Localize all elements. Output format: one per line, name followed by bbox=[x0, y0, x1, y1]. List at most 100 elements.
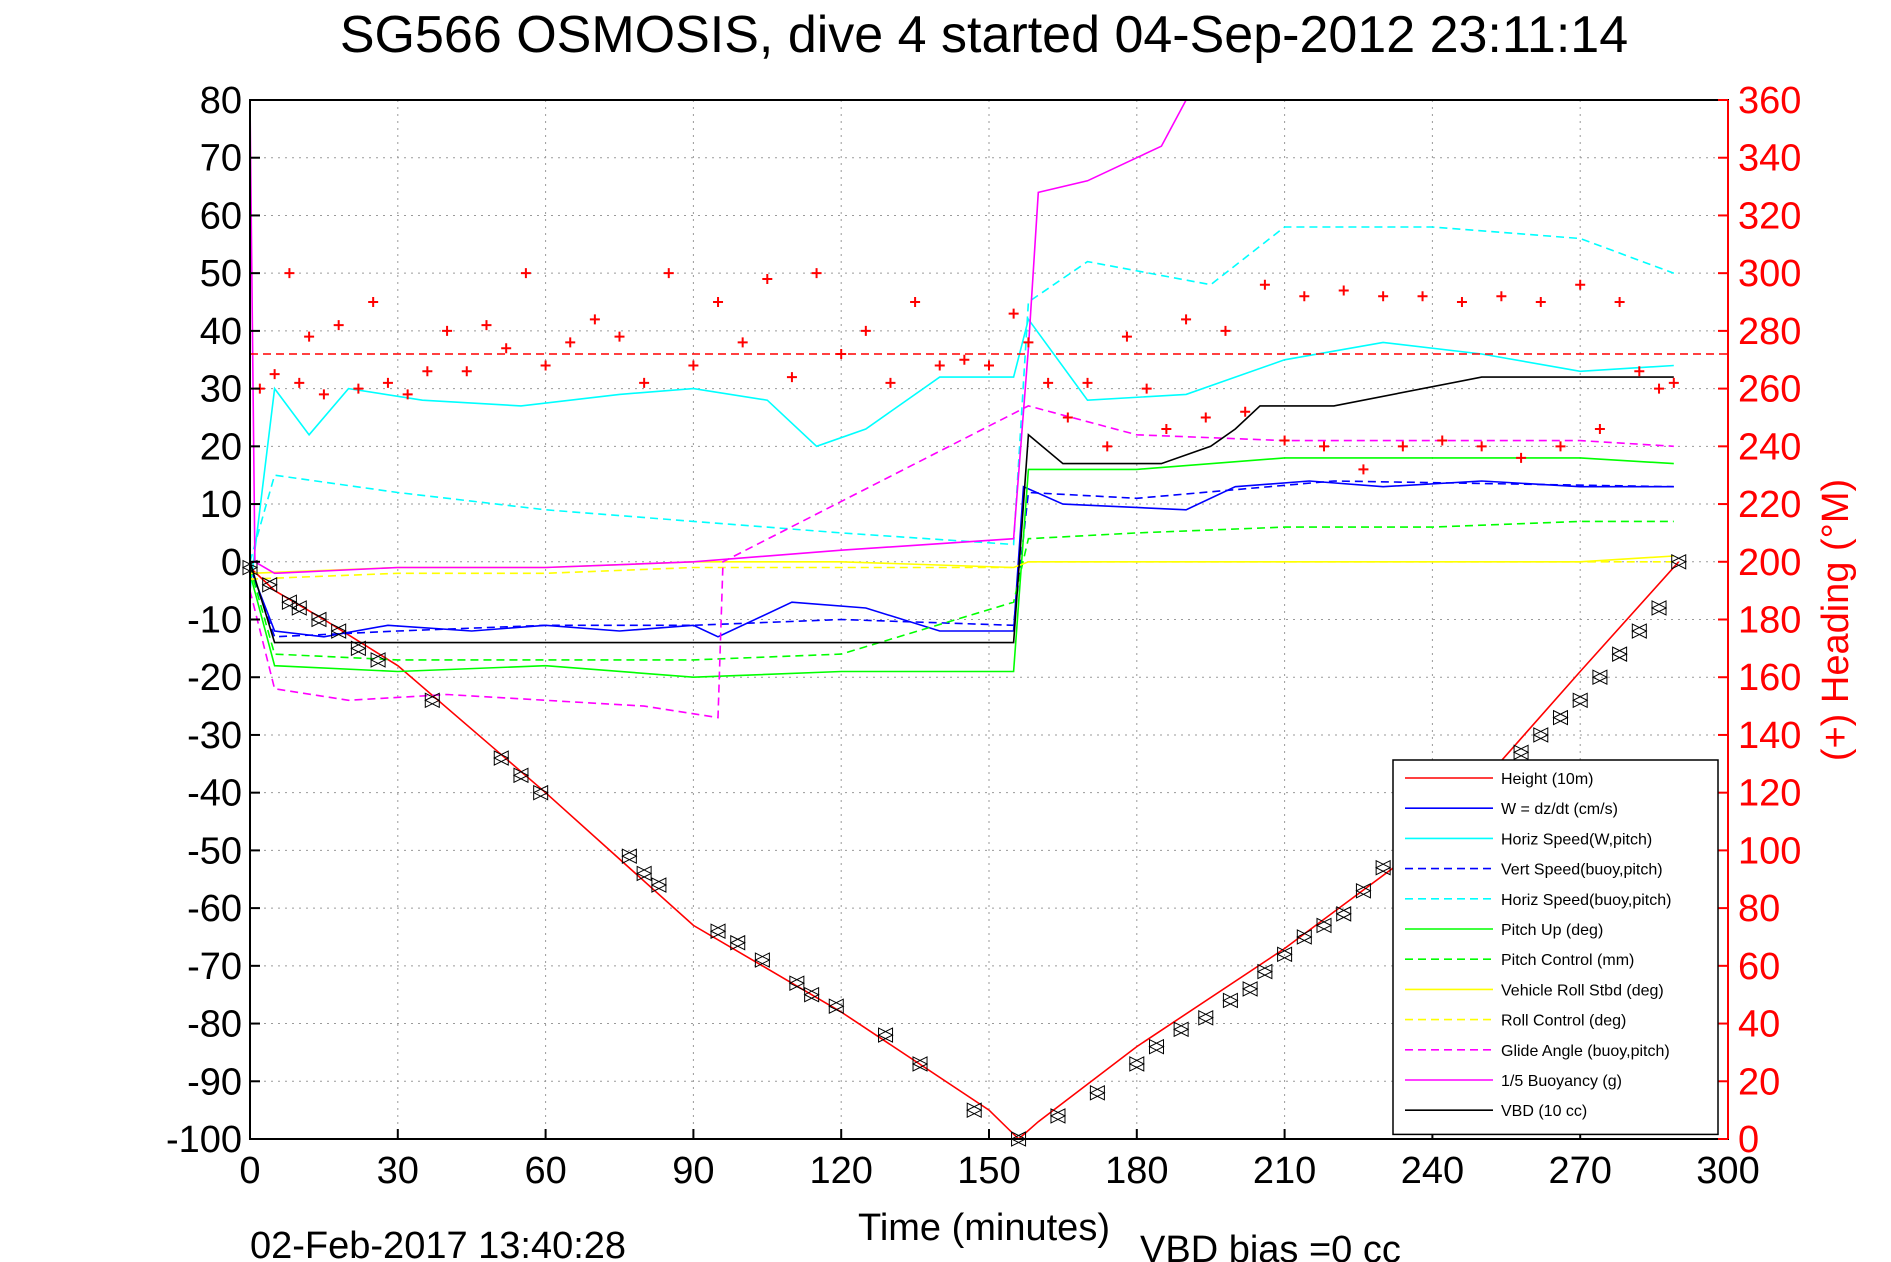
heading-point bbox=[402, 389, 413, 400]
depth-marker bbox=[1049, 1108, 1067, 1124]
legend-label: VBD (10 cc) bbox=[1501, 1103, 1587, 1120]
depth-marker bbox=[754, 952, 771, 968]
x-tick-label: 90 bbox=[672, 1150, 714, 1192]
depth-marker bbox=[1670, 553, 1687, 570]
depth-marker bbox=[1512, 744, 1530, 761]
depth-marker bbox=[636, 865, 653, 882]
depth-marker bbox=[621, 848, 638, 864]
depth-marker bbox=[1591, 669, 1609, 686]
heading-point bbox=[860, 325, 871, 336]
y-left-tick-label: -60 bbox=[187, 888, 242, 930]
legend-label: 1/5 Buoyancy (g) bbox=[1501, 1073, 1622, 1090]
depth-marker bbox=[1276, 946, 1293, 963]
y-left-tick-label: -10 bbox=[187, 600, 242, 642]
heading-point bbox=[1654, 383, 1665, 394]
depth-marker bbox=[281, 594, 298, 610]
y-left-tick-label: -90 bbox=[187, 1061, 242, 1103]
depth-marker bbox=[709, 923, 727, 940]
depth-marker bbox=[369, 652, 387, 668]
heading-point bbox=[520, 268, 531, 279]
y-right-tick-label: 120 bbox=[1738, 773, 1801, 815]
x-tick-label: 60 bbox=[524, 1150, 566, 1192]
y-right-tick-label: 0 bbox=[1738, 1119, 1759, 1161]
heading-point bbox=[1082, 377, 1093, 388]
heading-point bbox=[934, 360, 945, 371]
y-right-tick-label: 20 bbox=[1738, 1061, 1780, 1103]
depth-marker bbox=[330, 623, 347, 639]
heading-point bbox=[333, 320, 344, 331]
legend: Height (10m) W = dz/dt (cm/s) Horiz Speed(… bbox=[1392, 759, 1719, 1136]
y-left-tick-label: 0 bbox=[221, 542, 242, 584]
heading-point bbox=[1043, 377, 1054, 388]
footer-timestamp: 02-Feb-2017 13:40:28 bbox=[250, 1225, 626, 1262]
y-right-tick-label: 280 bbox=[1738, 311, 1801, 353]
heading-point bbox=[1319, 441, 1330, 452]
depth-marker bbox=[1650, 600, 1668, 616]
heading-point bbox=[382, 377, 393, 388]
depth-marker bbox=[512, 767, 530, 784]
depth-marker bbox=[1241, 981, 1259, 997]
y-right-tick-label: 40 bbox=[1738, 1004, 1780, 1046]
heading-point bbox=[910, 297, 921, 308]
heading-point bbox=[1259, 279, 1270, 290]
y-right-tick-label: 240 bbox=[1738, 426, 1801, 468]
series-line bbox=[249, 480, 1674, 638]
depth-marker bbox=[1315, 917, 1333, 934]
heading-point bbox=[1240, 406, 1251, 417]
grid bbox=[250, 100, 1728, 1139]
heading-point bbox=[1555, 441, 1566, 452]
heading-point bbox=[589, 314, 600, 325]
heading-point bbox=[1516, 452, 1527, 463]
legend-label: Horiz Speed(W,pitch) bbox=[1501, 831, 1652, 848]
heading-point bbox=[1279, 435, 1290, 446]
y-right-tick-label: 320 bbox=[1738, 195, 1801, 237]
heading-point bbox=[1141, 383, 1152, 394]
y-right-tick-label: 140 bbox=[1738, 715, 1801, 757]
y-right-tick-label: 220 bbox=[1738, 484, 1801, 526]
heading-point bbox=[481, 320, 492, 331]
x-tick-label: 300 bbox=[1696, 1150, 1759, 1192]
heading-point bbox=[1575, 279, 1586, 290]
depth-marker bbox=[877, 1027, 894, 1043]
depth-marker bbox=[261, 577, 278, 593]
depth-marker bbox=[1197, 1009, 1214, 1026]
y-left-tick-label: 80 bbox=[200, 80, 242, 122]
depth-marker bbox=[532, 784, 549, 801]
legend-label: Glide Angle (buoy,pitch) bbox=[1501, 1043, 1670, 1060]
y-right-tick-label: 300 bbox=[1738, 253, 1801, 295]
depth-marker bbox=[1355, 882, 1372, 899]
depth-marker bbox=[1256, 963, 1274, 980]
depth-marker bbox=[1296, 929, 1313, 945]
series-line bbox=[249, 561, 1680, 1141]
depth-marker bbox=[803, 986, 820, 1003]
heading-point bbox=[1634, 366, 1645, 377]
y-right-tick-label: 260 bbox=[1738, 369, 1801, 411]
y-axis-left: 80 70 60 50 40 30 20 10 0 -10 -20 -30 -40 -50 -60 -70 -8… bbox=[166, 80, 260, 1161]
depth-marker bbox=[1128, 1056, 1145, 1072]
x-tick-label: 240 bbox=[1401, 1150, 1464, 1192]
depth-marker bbox=[1611, 646, 1628, 662]
heading-point bbox=[688, 360, 699, 371]
depth-marker bbox=[1552, 709, 1569, 726]
x-tick-label: 30 bbox=[377, 1150, 419, 1192]
depth-marker bbox=[1572, 692, 1589, 709]
heading-point bbox=[959, 354, 970, 365]
y-left-tick-label: 40 bbox=[200, 311, 242, 353]
x-tick-label: 210 bbox=[1253, 1150, 1316, 1192]
heading-point bbox=[422, 366, 433, 377]
heading-point bbox=[1102, 441, 1113, 452]
heading-point bbox=[1161, 424, 1172, 435]
y-left-tick-label: -70 bbox=[187, 946, 242, 988]
depth-marker bbox=[966, 1102, 983, 1118]
heading-point bbox=[737, 337, 748, 348]
depth-marker bbox=[1335, 906, 1352, 922]
heading-point bbox=[1535, 297, 1546, 308]
series-line bbox=[249, 99, 1201, 575]
depth-marker bbox=[1173, 1021, 1190, 1038]
legend-label: Vehicle Roll Stbd (deg) bbox=[1501, 982, 1664, 999]
series-line bbox=[249, 226, 1675, 563]
heading-point bbox=[639, 377, 650, 388]
heading-point bbox=[1378, 291, 1389, 302]
depth-marker bbox=[1148, 1038, 1165, 1055]
